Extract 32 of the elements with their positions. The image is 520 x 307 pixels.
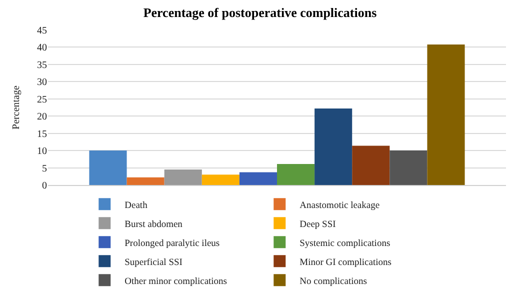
bar [352,146,390,185]
legend-label: Systemic complications [300,238,390,249]
bar [239,172,277,185]
legend-label: Minor GI complications [300,258,392,268]
y-tick-label: 25 [37,94,47,106]
legend-label: Anastomotic leakage [300,200,380,211]
y-tick-label: 30 [37,77,47,88]
bar [390,150,428,185]
bar [277,164,315,185]
bar [314,108,352,185]
legend-label: Prolonged paralytic ileus [124,238,220,249]
legend-label: No complications [300,276,368,287]
legend-label: Other minor complications [124,276,228,287]
y-tick-label: 15 [37,128,47,140]
bar [427,44,465,185]
legend-label: Death [124,200,148,211]
y-tick-label: 0 [42,180,47,192]
y-tick-label: 20 [37,112,47,123]
y-tick-label: 40 [37,42,47,54]
y-tick-label: 5 [42,163,47,174]
y-tick-label: 10 [37,146,47,158]
y-tick-label: 35 [37,60,47,71]
bar [89,150,127,185]
bar [202,174,240,185]
legend-label: Superficial SSI [124,258,182,268]
bar [164,170,202,185]
legend-label: Burst abdomen [124,220,183,230]
y-axis-title: Percentage [11,85,22,130]
chart-title: Percentage of postoperative complications [143,4,377,20]
bar [126,177,164,185]
y-tick-label: 45 [37,26,47,36]
legend-label: Deep SSI [300,220,336,230]
